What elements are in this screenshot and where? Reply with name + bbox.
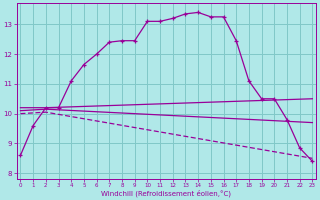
X-axis label: Windchill (Refroidissement éolien,°C): Windchill (Refroidissement éolien,°C) — [101, 189, 231, 197]
